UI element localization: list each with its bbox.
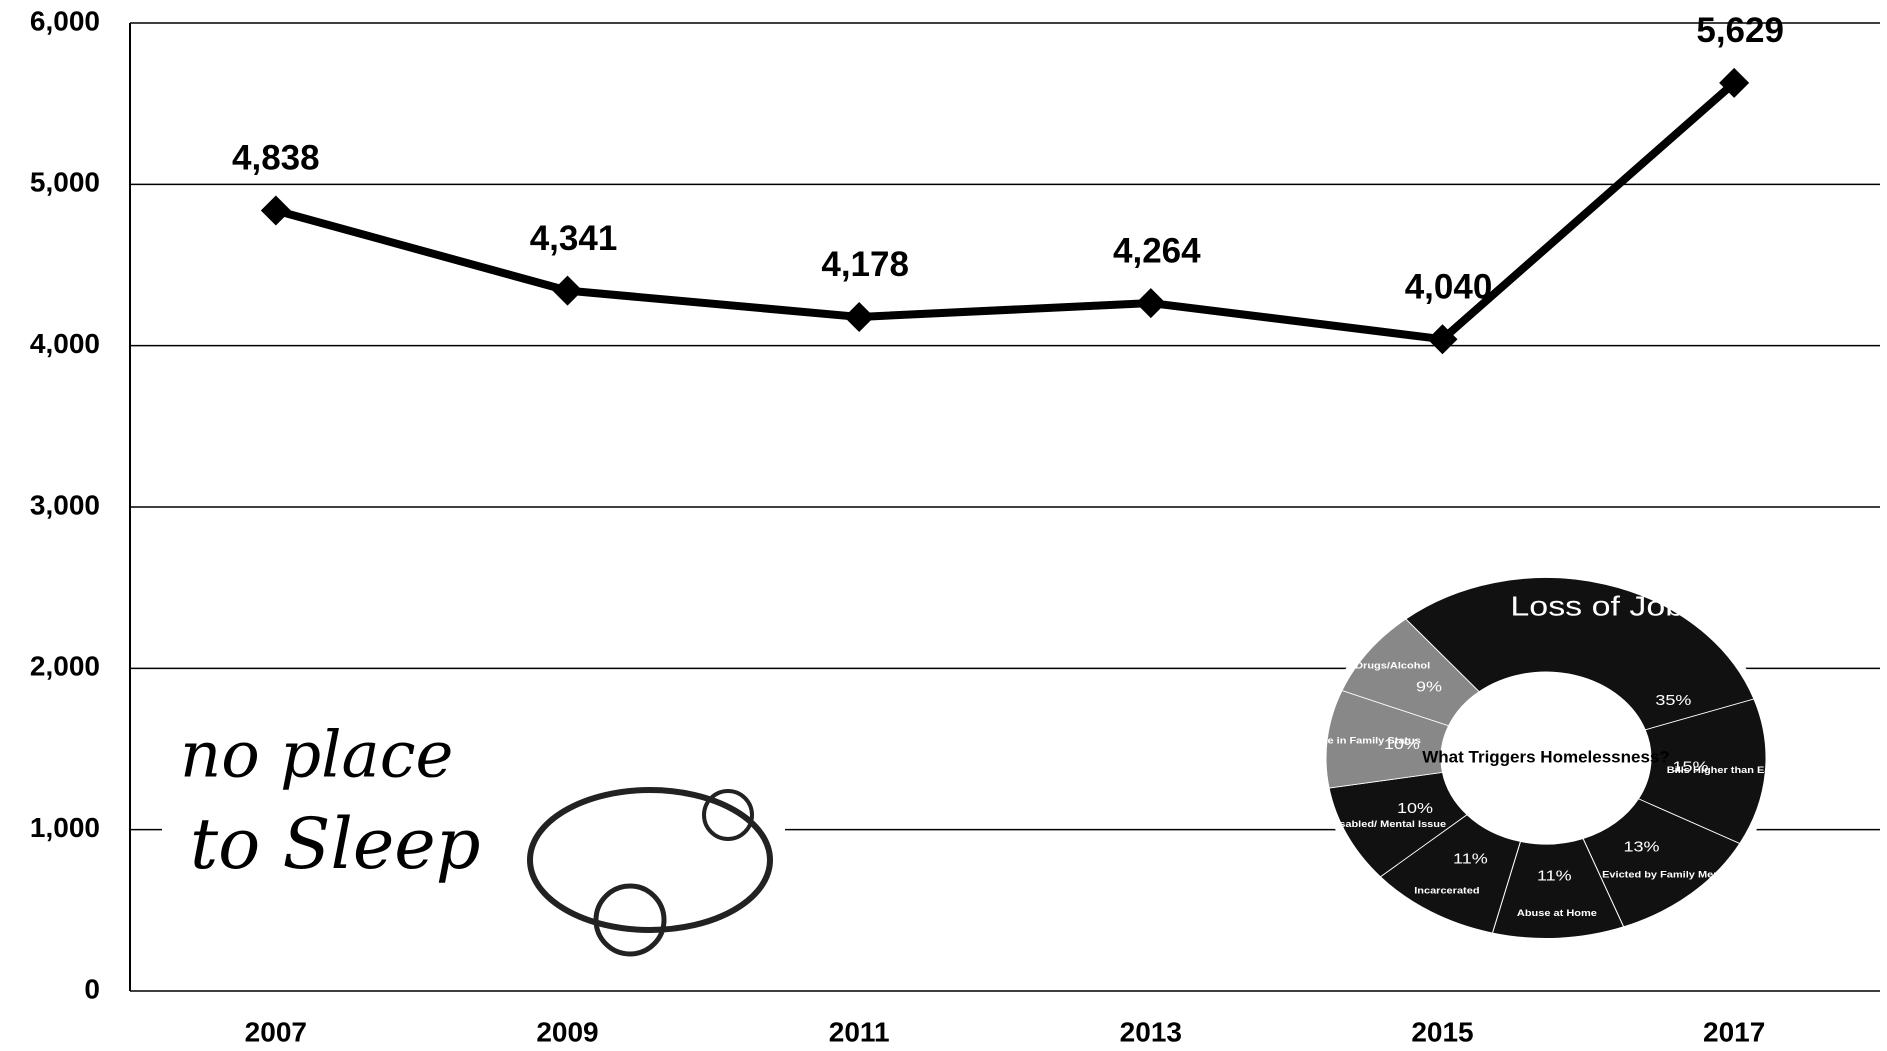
y-tick-label: 6,000 bbox=[30, 5, 100, 36]
x-tick-label: 2017 bbox=[1703, 1016, 1765, 1047]
donut-inset: Loss of Job 35% Bills Higher than Earnings… bbox=[1293, 571, 1805, 945]
segment-label: Evicted by Family Member bbox=[1602, 870, 1740, 880]
segment-value: 10% bbox=[1384, 737, 1420, 753]
segment-value: 10% bbox=[1397, 800, 1433, 816]
y-tick-label: 2,000 bbox=[30, 651, 100, 682]
y-tick-label: 1,000 bbox=[30, 812, 100, 843]
segment-label: Loss of Job bbox=[1510, 590, 1684, 621]
segment-value: 11% bbox=[1453, 851, 1488, 867]
segment-value: 35% bbox=[1655, 693, 1691, 709]
donut-hole bbox=[1441, 671, 1651, 845]
segment-value: 11% bbox=[1537, 868, 1572, 884]
x-tick-label: 2011 bbox=[829, 1016, 890, 1047]
data-label: 4,341 bbox=[530, 219, 618, 258]
x-tick-label: 2009 bbox=[536, 1016, 598, 1047]
marker bbox=[1135, 288, 1166, 319]
drawing-background bbox=[162, 684, 785, 966]
x-tick-label: 2015 bbox=[1411, 1016, 1473, 1047]
segment-label: Bills Higher than Earnings bbox=[1667, 766, 1805, 776]
drawing-face bbox=[702, 789, 754, 841]
y-tick-label: 3,000 bbox=[30, 489, 100, 520]
marker bbox=[552, 275, 583, 306]
donut-title: What Triggers Homelessness? bbox=[1422, 747, 1670, 766]
drawing-car bbox=[527, 787, 773, 933]
x-tick-label: 2007 bbox=[245, 1016, 307, 1047]
drawing-text: to Sleep bbox=[190, 803, 481, 885]
drawing-wheel bbox=[593, 883, 667, 957]
data-label: 4,040 bbox=[1405, 267, 1493, 306]
segment-label: Incarcerated bbox=[1414, 886, 1479, 896]
y-tick-label: 4,000 bbox=[30, 328, 100, 359]
y-tick-label: 0 bbox=[84, 973, 100, 1004]
drawing-inset: no place to Sleep bbox=[162, 684, 785, 966]
x-tick-label: 2013 bbox=[1120, 1016, 1182, 1047]
y-tick-label: 5,000 bbox=[30, 167, 100, 198]
data-label: 4,264 bbox=[1113, 231, 1201, 270]
segment-value: 13% bbox=[1623, 839, 1659, 855]
segment-label: Abuse at Home bbox=[1517, 909, 1597, 919]
marker bbox=[844, 301, 875, 332]
segment-label: Sick/Disabled/ Mental Issue bbox=[1303, 820, 1447, 830]
marker bbox=[1719, 67, 1750, 98]
segment-label: Change in Family Status bbox=[1293, 736, 1421, 746]
marker bbox=[260, 195, 291, 226]
drawing-text: no place bbox=[180, 719, 453, 793]
data-label: 4,178 bbox=[821, 245, 909, 284]
segment-value: 15% bbox=[1673, 759, 1709, 775]
marker bbox=[1427, 324, 1458, 355]
data-label: 4,838 bbox=[232, 139, 320, 178]
segment-label: Drugs/Alcohol bbox=[1355, 661, 1430, 671]
data-label: 5,629 bbox=[1696, 11, 1784, 50]
data-line bbox=[274, 79, 1737, 344]
segment-value: 9% bbox=[1416, 679, 1442, 695]
